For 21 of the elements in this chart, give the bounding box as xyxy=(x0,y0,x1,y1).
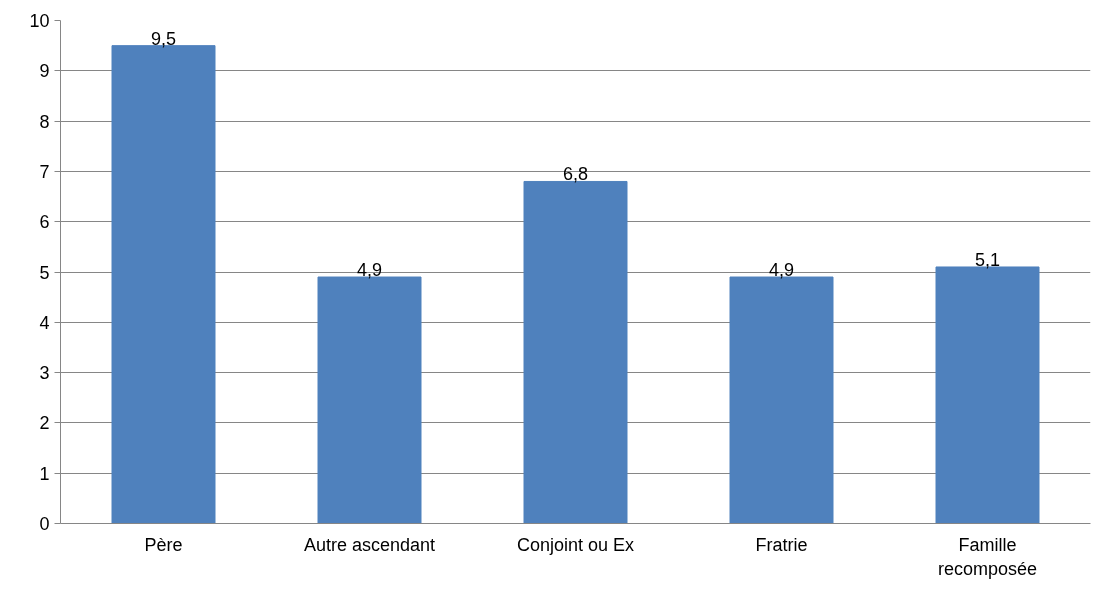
data-label: 4,9 xyxy=(768,260,795,281)
data-label: 6,8 xyxy=(562,164,589,185)
x-tick-label: Conjoint ou Ex xyxy=(516,534,635,555)
x-tick-label: Père xyxy=(144,534,183,555)
y-tick-label: 7 xyxy=(39,161,50,182)
y-tick-label: 2 xyxy=(39,413,50,434)
data-label: 5,1 xyxy=(974,249,1001,270)
y-tick-label: 10 xyxy=(29,11,50,31)
y-tick-label: 8 xyxy=(39,111,50,132)
y-tick-label: 6 xyxy=(39,212,50,233)
y-tick-label: 0 xyxy=(39,514,50,534)
y-tick-label: 4 xyxy=(39,312,50,333)
y-tick-label: 1 xyxy=(39,463,50,484)
y-tick-label: 5 xyxy=(39,262,50,283)
data-label: 4,9 xyxy=(356,260,383,281)
x-tick-label: Fratrie xyxy=(755,534,808,555)
y-tick-label: 9 xyxy=(39,61,50,82)
x-tick-label: Famille recomposée xyxy=(937,534,1038,579)
y-tick-label: 3 xyxy=(39,363,50,384)
x-tick-label: Autre ascendant xyxy=(303,534,436,555)
data-label: 9,5 xyxy=(150,28,177,49)
